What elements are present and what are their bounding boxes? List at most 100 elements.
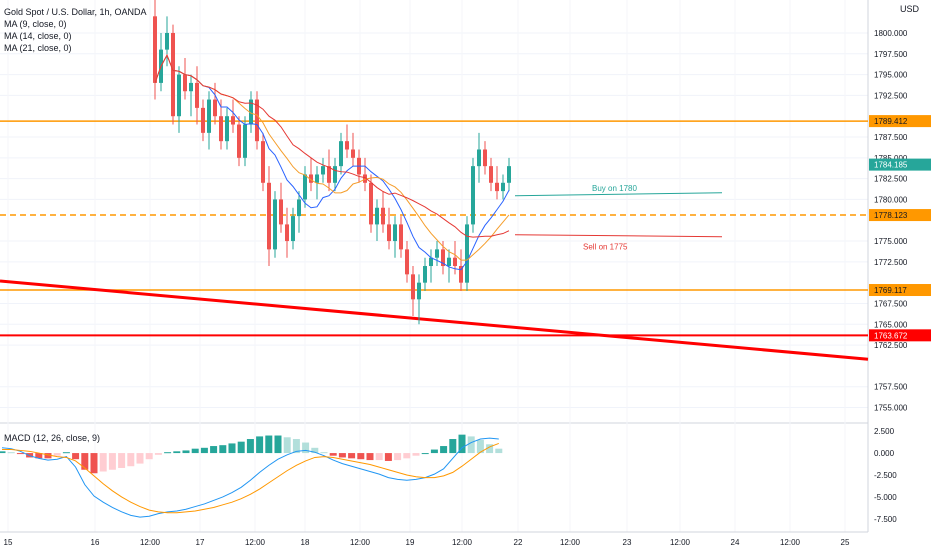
macd-histogram-bar <box>164 452 172 454</box>
macd-histogram-bar <box>458 434 466 454</box>
macd-histogram-bar <box>375 453 383 461</box>
buy-line <box>514 192 723 197</box>
time-tick-label: 22 <box>514 538 523 547</box>
macd-histogram-bar <box>72 453 80 460</box>
macd-histogram-bar <box>256 436 264 454</box>
price-badge-label: 1789.412 <box>874 117 908 126</box>
candle-body <box>273 199 277 250</box>
candle-body <box>327 166 331 183</box>
macd-histogram-bar <box>449 439 457 454</box>
ma9-label: MA (9, close, 0) <box>4 19 67 29</box>
macd-histogram-bar <box>145 453 153 460</box>
candle-body <box>435 249 439 258</box>
macd-histogram-bar <box>173 451 181 454</box>
macd-histogram-bar <box>283 437 291 454</box>
price-tick-label: 1765.000 <box>874 320 908 329</box>
candle-body <box>189 82 193 92</box>
price-tick-label: 1785.000 <box>874 154 908 163</box>
macd-histogram-bar <box>292 439 300 454</box>
time-tick-label: 12:00 <box>140 538 161 547</box>
candle-body <box>429 257 433 267</box>
macd-histogram-bar <box>108 453 116 470</box>
macd-histogram-bar <box>7 452 15 454</box>
macd-histogram-bar <box>338 453 346 458</box>
candle-body <box>381 207 385 225</box>
macd-histogram-bar <box>219 445 227 454</box>
candle-body <box>171 32 175 117</box>
horizontal-levels <box>0 120 868 337</box>
time-tick-label: 12:00 <box>350 538 371 547</box>
candle-body <box>441 249 445 267</box>
candle-body <box>447 257 451 267</box>
candle-body <box>351 149 355 158</box>
time-tick-label: 25 <box>841 538 850 547</box>
macd-tick-label: 2.500 <box>874 427 895 436</box>
macd-histogram-bar <box>246 439 254 454</box>
price-tick-label: 1755.000 <box>874 404 908 413</box>
macd-histogram-bar <box>200 447 208 454</box>
candle-body <box>309 174 313 183</box>
macd-histogram-bar <box>421 453 429 455</box>
currency-label: USD <box>900 4 920 14</box>
time-axis: 15 16 12:00 17 12:00 18 12:00 19 12:00 22 12:00 23 1… <box>0 531 868 547</box>
candle-body <box>363 174 367 183</box>
candle-body <box>465 224 469 283</box>
candle-body <box>471 166 475 225</box>
macd-pane: 2.500 0.000 -2.500 -5.000 -7.500 <box>0 427 897 524</box>
macd-histogram-bar <box>320 452 328 454</box>
macd-histogram-bar <box>476 439 484 454</box>
macd-histogram-bar <box>357 453 365 460</box>
price-tick-label: 1762.500 <box>874 341 908 350</box>
annotations: Buy on 1780 Sell on 1775 <box>514 184 723 252</box>
ma14-label: MA (14, close, 0) <box>4 31 72 41</box>
price-tick-label: 1797.500 <box>874 50 908 59</box>
candle-body <box>393 224 397 242</box>
candle-body <box>207 99 211 133</box>
candle-body <box>285 224 289 242</box>
macd-histogram-bar <box>237 441 245 454</box>
candle-body <box>183 74 187 92</box>
candle-body <box>501 182 505 192</box>
price-badge-label: 1763.672 <box>874 331 908 340</box>
candle-body <box>243 124 247 158</box>
price-badge <box>869 284 931 297</box>
price-badge <box>869 329 931 342</box>
macd-tick-label: 0.000 <box>874 449 895 458</box>
time-tick-label: 23 <box>623 538 632 547</box>
macd-histogram-bar <box>16 453 24 455</box>
time-tick-label: 12:00 <box>245 538 266 547</box>
macd-histogram-bar <box>384 453 392 461</box>
macd-histogram-bar <box>99 453 107 472</box>
candle-body <box>387 224 391 242</box>
macd-histogram-bar <box>136 453 144 464</box>
candle-body <box>321 166 325 175</box>
candle-body <box>237 124 241 158</box>
candle-body <box>459 266 463 283</box>
candle-body <box>411 274 415 300</box>
buy-label: Buy on 1780 <box>592 184 637 193</box>
candle-body <box>261 141 265 183</box>
ma21-line <box>154 53 510 238</box>
time-tick-label: 15 <box>4 538 13 547</box>
candle-body <box>279 199 283 225</box>
macd-line <box>1 437 499 518</box>
candle-body <box>213 99 217 117</box>
macd-histogram-bar <box>329 453 337 456</box>
candle-body <box>369 182 373 225</box>
macd-histogram-bar <box>403 453 411 459</box>
candle-body <box>291 216 295 242</box>
candle-body <box>297 199 301 217</box>
candle-body <box>417 282 421 300</box>
macd-histogram-bar <box>53 453 61 456</box>
candle-body <box>345 141 349 150</box>
macd-tick-label: -7.500 <box>874 515 897 524</box>
macd-histogram-bar <box>311 447 319 454</box>
macd-histogram-bar <box>412 453 420 456</box>
candle-body <box>333 166 337 183</box>
macd-histogram-bar <box>228 443 236 454</box>
sell-label: Sell on 1775 <box>583 243 628 252</box>
price-tick-label: 1767.500 <box>874 299 908 308</box>
candle-body <box>375 207 379 225</box>
candle-body <box>231 116 235 125</box>
macd-histogram-bar <box>127 453 135 467</box>
